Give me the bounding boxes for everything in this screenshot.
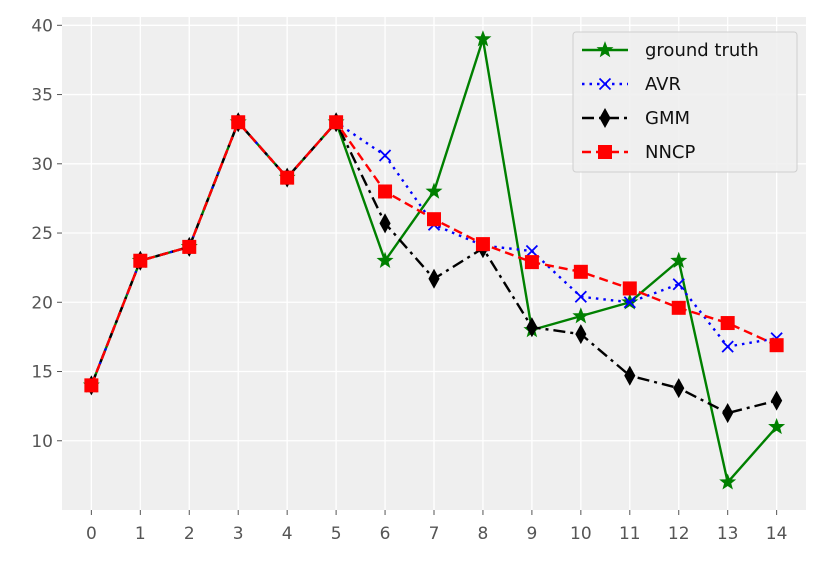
x-tick-label: 5 <box>331 524 342 544</box>
data-point-marker <box>572 307 590 324</box>
data-point-marker <box>573 264 588 279</box>
legend-box <box>572 31 798 173</box>
data-point-marker <box>475 237 490 252</box>
legend-label: NNCP <box>645 142 695 163</box>
legend-marker <box>598 77 612 91</box>
data-point-marker <box>575 324 587 345</box>
legend-marker <box>598 145 612 159</box>
data-point-marker <box>768 417 786 435</box>
y-tick-label: 30 <box>31 155 53 175</box>
data-point-marker <box>427 212 441 227</box>
x-tick-label: 0 <box>86 524 97 544</box>
y-tick-label: 40 <box>31 16 53 36</box>
x-tick-label: 6 <box>380 524 391 544</box>
data-point-marker <box>231 115 246 130</box>
series-lines <box>82 30 786 490</box>
x-tick-label: 10 <box>570 524 592 544</box>
data-point-marker <box>428 268 440 289</box>
data-point-marker <box>378 149 392 162</box>
data-point-marker <box>623 296 636 309</box>
data-point-marker <box>722 403 734 424</box>
data-point-marker <box>719 473 737 490</box>
data-point-marker <box>524 255 539 270</box>
data-point-marker <box>182 239 197 254</box>
data-point-marker <box>771 390 783 411</box>
y-tick-label: 25 <box>31 224 53 244</box>
x-tick-label: 3 <box>233 524 244 544</box>
data-point-marker <box>280 170 295 185</box>
data-point-marker <box>329 115 344 130</box>
data-point-marker <box>574 290 587 303</box>
x-tick-label: 11 <box>619 524 641 544</box>
data-point-marker <box>379 213 391 234</box>
y-tick-label: 10 <box>31 432 53 452</box>
y-tick-label: 35 <box>31 86 53 106</box>
x-tick-label: 13 <box>717 524 739 544</box>
data-point-marker <box>624 365 636 386</box>
series-nncp <box>84 115 784 393</box>
x-tick-label: 8 <box>478 524 489 544</box>
data-point-marker <box>133 253 148 268</box>
x-tick-label: 14 <box>766 524 788 544</box>
data-point-marker <box>673 378 685 399</box>
data-point-marker <box>671 300 686 315</box>
x-tick-label: 1 <box>135 524 146 544</box>
data-point-marker <box>622 281 637 296</box>
x-tick-label: 9 <box>526 524 537 544</box>
x-tick-label: 12 <box>668 524 690 544</box>
legend-label: ground truth <box>645 40 759 61</box>
data-point-marker <box>84 378 99 393</box>
data-point-marker <box>526 317 538 338</box>
series-line <box>90 121 777 386</box>
data-point-marker <box>378 184 393 199</box>
data-point-marker <box>425 182 443 199</box>
legend: ground truth AVR GMM NNCP <box>572 31 798 173</box>
y-tick-label: 20 <box>31 293 53 313</box>
x-tick-label: 7 <box>429 524 440 544</box>
y-tick-label: 15 <box>31 363 53 383</box>
data-point-marker <box>720 316 735 331</box>
legend-label: AVR <box>645 74 681 95</box>
x-tick-label: 4 <box>282 524 293 544</box>
legend-marker <box>596 41 614 58</box>
data-point-marker <box>769 338 784 353</box>
data-point-marker <box>376 251 394 268</box>
legend-marker <box>599 107 611 129</box>
data-point-marker <box>721 340 734 353</box>
data-point-marker <box>474 30 492 47</box>
x-tick-label: 2 <box>184 524 195 544</box>
data-point-marker <box>672 278 685 291</box>
data-point-marker <box>525 244 539 258</box>
data-point-marker <box>670 251 688 268</box>
legend-label: GMM <box>645 108 690 129</box>
